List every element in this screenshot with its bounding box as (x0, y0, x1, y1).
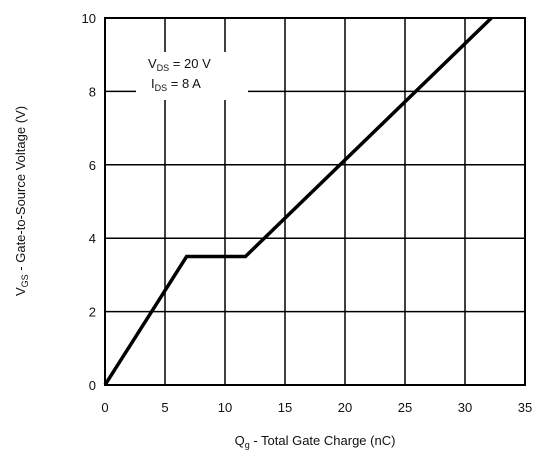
plot-frame (104, 17, 526, 386)
x-tick-label: 15 (278, 400, 292, 415)
x-axis-label: Qg - Total Gate Charge (nC) (235, 433, 396, 450)
x-tick-label: 25 (398, 400, 412, 415)
annotation-background (136, 52, 248, 100)
x-tick-label: 30 (458, 400, 472, 415)
y-tick-label: 0 (89, 378, 96, 393)
series-layer (103, 16, 493, 386)
x-tick-label: 10 (218, 400, 232, 415)
y-tick-label: 10 (82, 11, 96, 26)
x-tick-label: 35 (518, 400, 532, 415)
annotation-ids: IDS = 8 A (151, 76, 201, 93)
y-tick-labels: 0 2 4 6 8 10 (82, 11, 96, 393)
annotation-vds: VDS = 20 V (148, 56, 211, 73)
y-axis-label: VGS - Gate-to-Source Voltage (V) (13, 106, 30, 296)
y-tick-label: 4 (89, 231, 96, 246)
y-tick-label: 6 (89, 158, 96, 173)
y-tick-label: 2 (89, 305, 96, 320)
x-tick-label: 0 (101, 400, 108, 415)
series-line-0 (103, 16, 493, 386)
x-tick-label: 20 (338, 400, 352, 415)
grid-lines (105, 18, 525, 385)
x-tick-labels: 0 5 10 15 20 25 30 35 (101, 400, 532, 415)
x-tick-label: 5 (161, 400, 168, 415)
y-tick-label: 8 (89, 84, 96, 99)
